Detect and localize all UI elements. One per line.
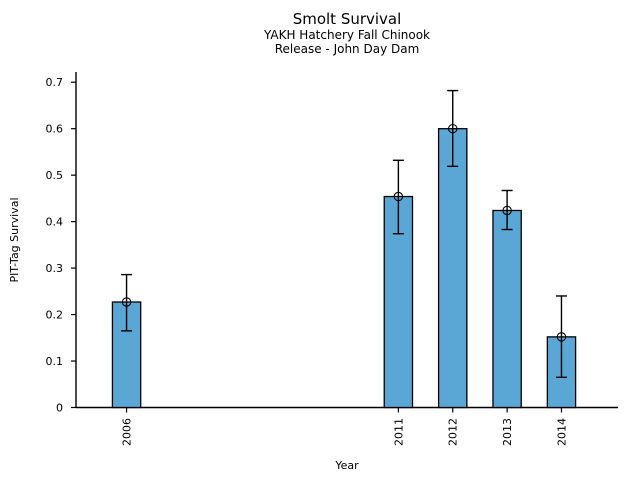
chart-subtitle-line2: Release - John Day Dam xyxy=(274,41,420,56)
x-tick-label: 2013 xyxy=(501,418,514,446)
y-tick-label: 0.6 xyxy=(46,123,64,136)
mean-marker xyxy=(447,123,458,134)
mean-marker xyxy=(556,332,567,342)
y-tick-label: 0.4 xyxy=(46,216,64,229)
x-tick-label: 2014 xyxy=(555,418,568,446)
y-tick-label: 0.1 xyxy=(46,355,64,368)
bar xyxy=(492,209,522,409)
x-axis-label: Year xyxy=(334,459,359,472)
chart-title: Smolt Survival xyxy=(292,10,402,28)
x-tick-label: 2006 xyxy=(121,418,134,446)
bar xyxy=(111,301,142,409)
y-tick-label: 0.3 xyxy=(46,262,64,275)
title-block: Smolt Survival YAKH Hatchery Fall Chinoo… xyxy=(76,10,618,56)
mean-marker xyxy=(502,205,512,216)
y-tick-label: 0.7 xyxy=(46,76,64,89)
x-tick-label: 2011 xyxy=(392,418,405,446)
bar xyxy=(437,128,468,409)
mean-marker xyxy=(393,191,404,202)
plot-area: 0 0.1 0.2 0.3 0.4 0.5 0.6 0.7 2006 2011 2012 2013 20… xyxy=(46,72,618,446)
y-axis-label: PIT-Tag Survival xyxy=(8,197,21,282)
y-tick-label: 0.5 xyxy=(46,169,64,182)
mean-marker xyxy=(121,297,132,307)
x-tick-label: 2012 xyxy=(447,418,460,446)
y-tick-label: 0 xyxy=(56,402,63,415)
chart-subtitle-line1: YAKH Hatchery Fall Chinook xyxy=(263,28,431,42)
y-tick-label: 0.2 xyxy=(46,309,64,322)
